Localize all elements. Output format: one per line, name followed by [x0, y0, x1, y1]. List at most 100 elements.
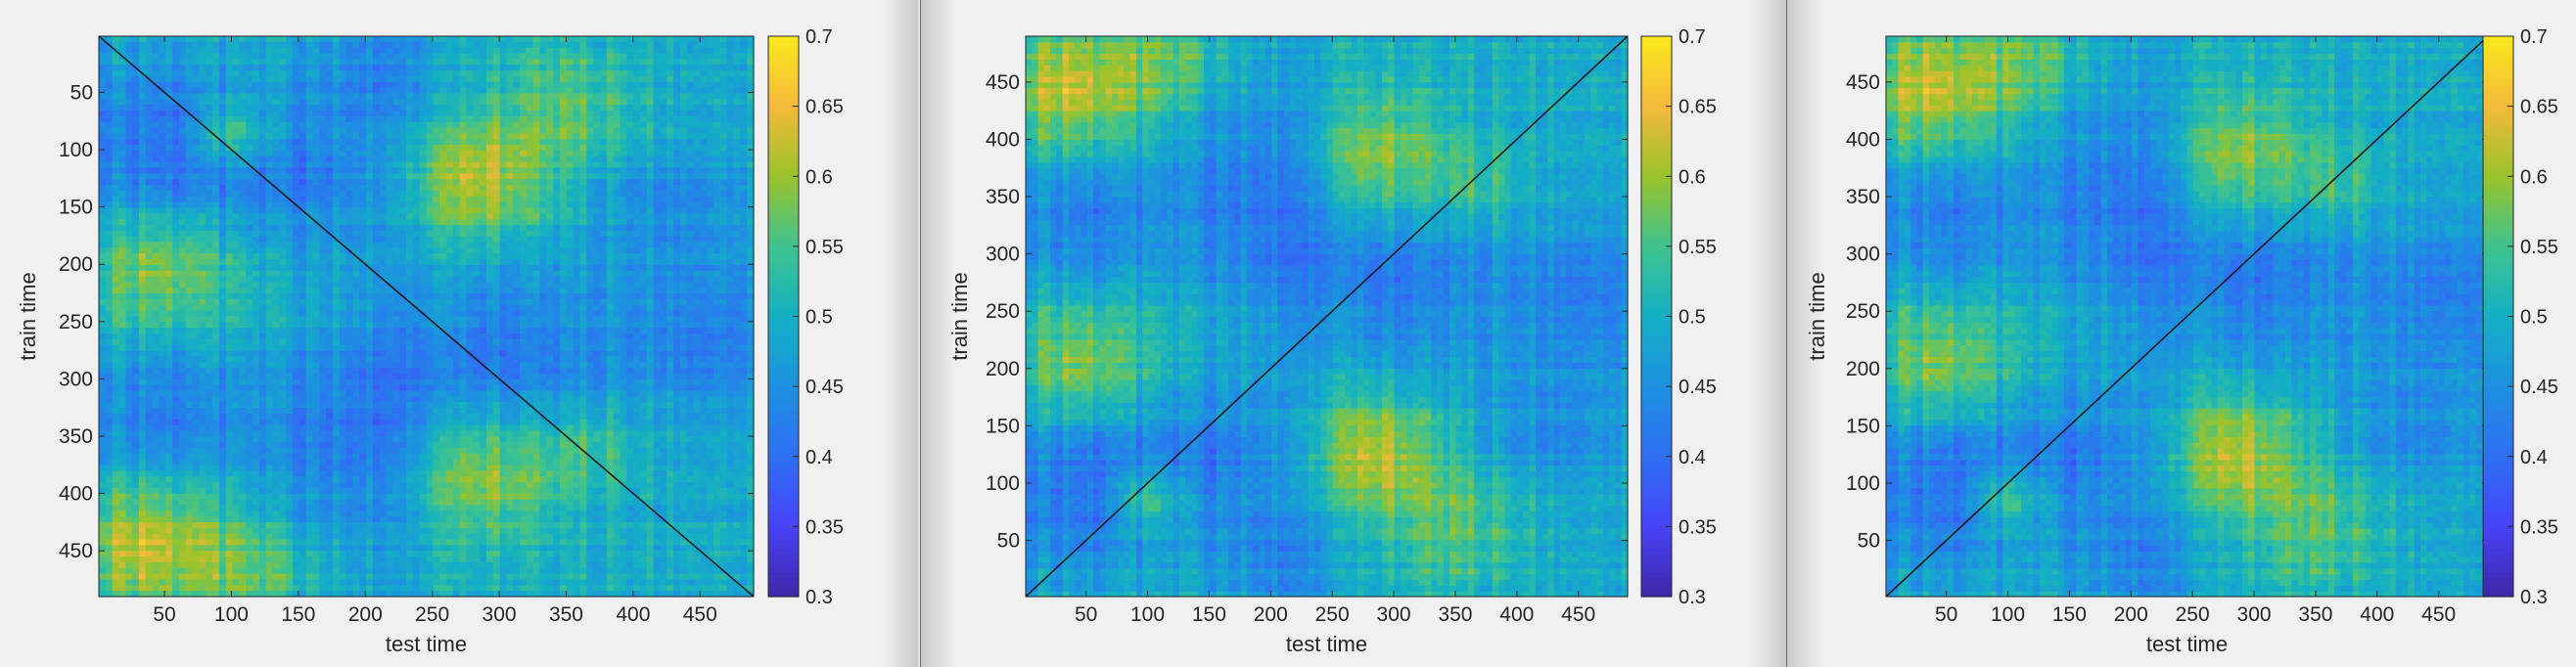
heatmap-cell [485, 111, 494, 117]
heatmap-cell [573, 242, 581, 248]
heatmap-cell [279, 59, 287, 66]
heatmap-cell [667, 115, 674, 123]
heatmap-cell [292, 219, 300, 226]
heatmap-cell [586, 150, 594, 157]
heatmap-cell [520, 288, 528, 294]
heatmap-cell [620, 133, 627, 140]
heatmap-cell [667, 99, 674, 106]
heatmap-cell [372, 111, 381, 117]
heatmap-cell [359, 253, 367, 260]
heatmap-cell [506, 70, 514, 77]
heatmap-cell [586, 322, 594, 329]
heatmap-cell [673, 288, 681, 294]
heatmap-cell [279, 253, 287, 260]
heatmap-cell [613, 167, 621, 174]
heatmap-cell [332, 41, 341, 49]
heatmap-cell [118, 105, 126, 111]
heatmap-cell [560, 298, 568, 306]
heatmap-cell [646, 322, 655, 329]
heatmap-cell [253, 316, 260, 323]
heatmap-cell [646, 259, 655, 266]
heatmap-cell [386, 310, 393, 318]
heatmap-cell [639, 36, 648, 43]
heatmap-cell [747, 133, 755, 140]
heatmap-cell [199, 47, 207, 55]
heatmap-cell [332, 36, 341, 43]
heatmap-cell [212, 70, 220, 77]
heatmap-cell [693, 81, 701, 89]
heatmap-cell [225, 224, 234, 232]
heatmap-cell [272, 242, 280, 248]
heatmap-cell [526, 87, 534, 95]
heatmap-cell [452, 70, 461, 77]
heatmap-cell [466, 75, 474, 83]
heatmap-cell [620, 316, 627, 323]
heatmap-cell [199, 156, 207, 163]
heatmap-cell [492, 65, 501, 71]
heatmap-cell [258, 236, 267, 244]
heatmap-cell [579, 288, 587, 294]
heatmap-cell [733, 161, 741, 169]
heatmap-cell [740, 133, 748, 140]
heatmap-cell [185, 298, 194, 306]
heatmap-cell [218, 236, 227, 244]
heatmap-cell [125, 75, 133, 83]
heatmap-cell [499, 219, 508, 226]
heatmap-cell [620, 121, 627, 129]
heatmap-cell [125, 253, 133, 260]
heatmap-cell [118, 75, 126, 83]
heatmap-cell [679, 41, 688, 49]
heatmap-cell [573, 41, 581, 49]
heatmap-cell [606, 185, 615, 192]
heatmap-cell [265, 185, 274, 192]
heatmap-cell [606, 156, 615, 163]
heatmap-cell [319, 282, 327, 289]
heatmap-cell [633, 167, 641, 174]
heatmap-cell [312, 230, 320, 238]
heatmap-cell [232, 139, 240, 146]
heatmap-cell [660, 161, 667, 169]
heatmap-cell [312, 264, 320, 272]
heatmap-cell [192, 316, 200, 323]
heatmap-cell [312, 173, 320, 180]
heatmap-cell [246, 36, 253, 43]
heatmap-cell [707, 127, 714, 134]
heatmap-cell [452, 264, 461, 272]
heatmap-cell [105, 219, 114, 226]
heatmap-cell [459, 322, 468, 329]
heatmap-cell [292, 105, 300, 111]
heatmap-cell [206, 150, 213, 157]
heatmap-cell [132, 224, 140, 232]
heatmap-cell [485, 185, 494, 192]
heatmap-cell [112, 81, 120, 89]
heatmap-cell [480, 322, 487, 329]
heatmap-cell [593, 253, 601, 260]
heatmap-cell [606, 133, 615, 140]
heatmap-cell [646, 201, 655, 209]
heatmap-cell [272, 87, 280, 95]
heatmap-cell [319, 242, 327, 248]
heatmap-cell [299, 179, 307, 186]
heatmap-cell [513, 230, 521, 238]
heatmap-cell [192, 161, 200, 169]
heatmap-cell [312, 99, 320, 106]
heatmap-cell [99, 161, 107, 169]
heatmap-cell [686, 127, 695, 134]
heatmap-cell [566, 121, 575, 129]
heatmap-cell [520, 111, 528, 117]
heatmap-cell [279, 213, 287, 220]
heatmap-cell [485, 201, 494, 209]
heatmap-cell [653, 196, 662, 203]
heatmap-cell [192, 219, 200, 226]
heatmap-cell [352, 322, 360, 329]
heatmap-cell [372, 87, 381, 95]
heatmap-cell [178, 99, 187, 106]
heatmap-cell [319, 53, 327, 60]
heatmap-cell [579, 47, 587, 55]
heatmap-cell [339, 293, 347, 300]
heatmap-cell [560, 105, 568, 111]
heatmap-cell [439, 293, 447, 300]
heatmap-cell [272, 270, 280, 278]
heatmap-cell [499, 139, 508, 146]
heatmap-cell [740, 219, 748, 226]
